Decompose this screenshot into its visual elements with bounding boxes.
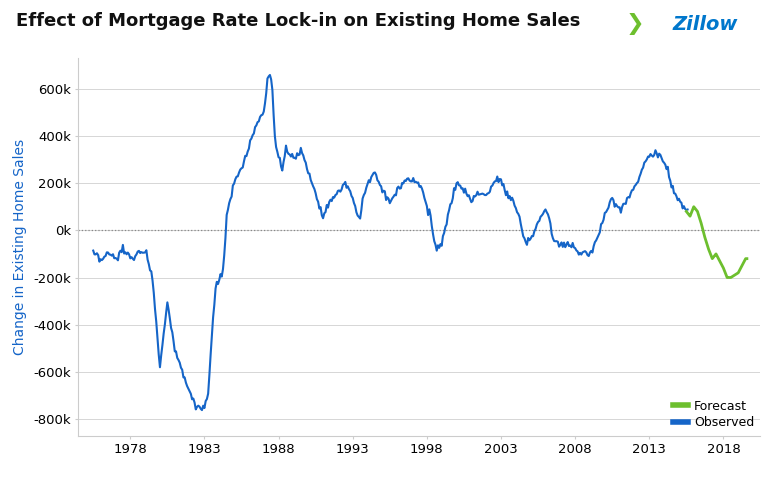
Text: Zillow: Zillow [673,15,739,34]
Text: Effect of Mortgage Rate Lock-in on Existing Home Sales: Effect of Mortgage Rate Lock-in on Exist… [16,12,580,30]
Y-axis label: Change in Existing Home Sales: Change in Existing Home Sales [13,139,27,355]
Legend: Forecast, Observed: Forecast, Observed [673,400,754,429]
Text: ❯: ❯ [626,13,644,35]
